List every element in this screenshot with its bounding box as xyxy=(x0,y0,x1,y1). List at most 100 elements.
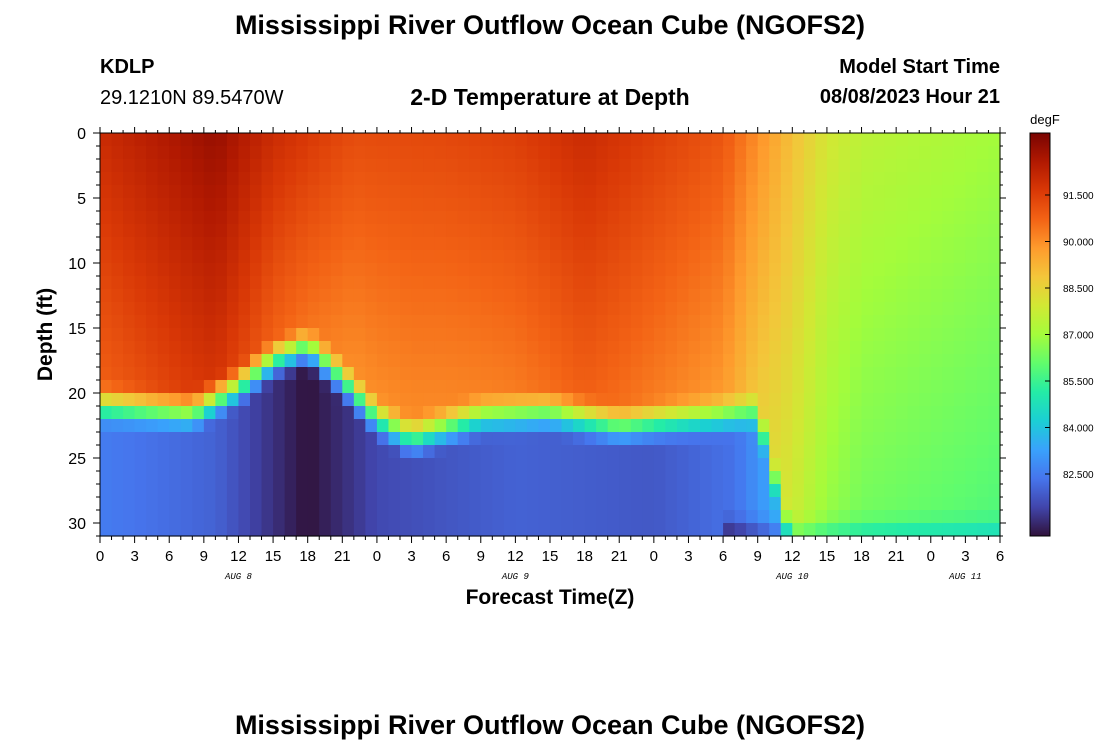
heatmap-cell xyxy=(573,302,586,316)
heatmap-cell xyxy=(919,484,932,498)
heatmap-cell xyxy=(653,198,666,212)
heatmap-cell xyxy=(838,406,851,420)
heatmap-cell xyxy=(838,224,851,238)
heatmap-cell xyxy=(192,276,205,290)
heatmap-cell xyxy=(930,393,943,407)
heatmap-cell xyxy=(803,289,816,303)
heatmap-cell xyxy=(896,315,909,329)
heatmap-cell xyxy=(965,302,978,316)
heatmap-cell xyxy=(434,263,447,277)
heatmap-cell xyxy=(619,289,632,303)
heatmap-cell xyxy=(665,172,678,186)
heatmap-cell xyxy=(330,471,343,485)
heatmap-cell xyxy=(688,250,701,264)
heatmap-cell xyxy=(561,471,574,485)
heatmap-cell xyxy=(215,497,228,511)
heatmap-cell xyxy=(423,523,436,537)
heatmap-cell xyxy=(930,276,943,290)
heatmap-cell xyxy=(988,146,1001,160)
x-axis-label: Forecast Time(Z) xyxy=(466,586,635,609)
heatmap-cell xyxy=(342,276,355,290)
heatmap-cell xyxy=(688,432,701,446)
heatmap-cell xyxy=(342,497,355,511)
heatmap-cell xyxy=(111,263,124,277)
heatmap-cell xyxy=(434,302,447,316)
heatmap-cell xyxy=(261,198,274,212)
heatmap-cell xyxy=(700,328,713,342)
heatmap-cell xyxy=(330,185,343,199)
heatmap-cell xyxy=(919,471,932,485)
heatmap-cell xyxy=(942,432,955,446)
heatmap-cell xyxy=(250,458,263,472)
heatmap-cell xyxy=(388,172,401,186)
heatmap-cell xyxy=(411,406,424,420)
heatmap-cell xyxy=(365,146,378,160)
heatmap-cell xyxy=(573,497,586,511)
heatmap-cell xyxy=(711,302,724,316)
heatmap-cell xyxy=(446,471,459,485)
heatmap-cell xyxy=(342,133,355,147)
heatmap-cell xyxy=(261,224,274,238)
heatmap-cell xyxy=(573,185,586,199)
heatmap-cell xyxy=(746,289,759,303)
heatmap-cell xyxy=(123,198,136,212)
heatmap-cell xyxy=(884,263,897,277)
heatmap-cell xyxy=(492,198,505,212)
heatmap-cell xyxy=(919,341,932,355)
heatmap-cell xyxy=(561,224,574,238)
heatmap-cell xyxy=(769,211,782,225)
heatmap-cell xyxy=(723,198,736,212)
heatmap-cell xyxy=(376,289,390,303)
heatmap-cell xyxy=(319,159,332,173)
heatmap-cell xyxy=(676,328,690,342)
heatmap-cell xyxy=(596,445,609,459)
heatmap-cell xyxy=(157,523,170,537)
heatmap-cell xyxy=(503,497,516,511)
heatmap-cell xyxy=(884,419,897,433)
heatmap-cell xyxy=(642,354,655,368)
heatmap-cell xyxy=(123,133,136,147)
heatmap-cell xyxy=(988,445,1001,459)
heatmap-cell xyxy=(515,406,528,420)
heatmap-cell xyxy=(111,510,124,524)
heatmap-cell xyxy=(642,276,655,290)
heatmap-cell xyxy=(123,445,136,459)
heatmap-cell xyxy=(780,523,793,537)
heatmap-cell xyxy=(826,263,840,277)
colorbar-unit: degF xyxy=(1030,112,1060,127)
heatmap-cell xyxy=(180,471,193,485)
heatmap-cell xyxy=(665,432,678,446)
heatmap-cell xyxy=(400,198,413,212)
heatmap-cell xyxy=(850,354,863,368)
heatmap-cell xyxy=(330,211,343,225)
heatmap-cell xyxy=(226,458,240,472)
heatmap-cell xyxy=(930,224,943,238)
heatmap-cell xyxy=(653,419,666,433)
heatmap-cell xyxy=(573,471,586,485)
heatmap-cell xyxy=(769,185,782,199)
heatmap-cell xyxy=(550,419,563,433)
heatmap-cell xyxy=(526,263,540,277)
heatmap-cell xyxy=(676,445,690,459)
heatmap-cell xyxy=(896,328,909,342)
heatmap-cell xyxy=(884,302,897,316)
heatmap-cell xyxy=(665,497,678,511)
heatmap-cell xyxy=(388,393,401,407)
heatmap-cell xyxy=(942,172,955,186)
heatmap-cell xyxy=(907,185,920,199)
heatmap-cell xyxy=(607,237,620,251)
heatmap-cell xyxy=(584,406,597,420)
heatmap-cell xyxy=(596,523,609,537)
heatmap-cell xyxy=(388,315,401,329)
heatmap-cell xyxy=(642,159,655,173)
heatmap-cell xyxy=(561,185,574,199)
heatmap-cell xyxy=(469,393,482,407)
heatmap-cell xyxy=(515,276,528,290)
heatmap-cell xyxy=(146,276,159,290)
heatmap-cell xyxy=(492,237,505,251)
heatmap-cell xyxy=(838,146,851,160)
heatmap-cell xyxy=(192,523,205,537)
heatmap-cell xyxy=(215,393,228,407)
heatmap-cell xyxy=(400,419,413,433)
heatmap-cell xyxy=(134,484,147,498)
